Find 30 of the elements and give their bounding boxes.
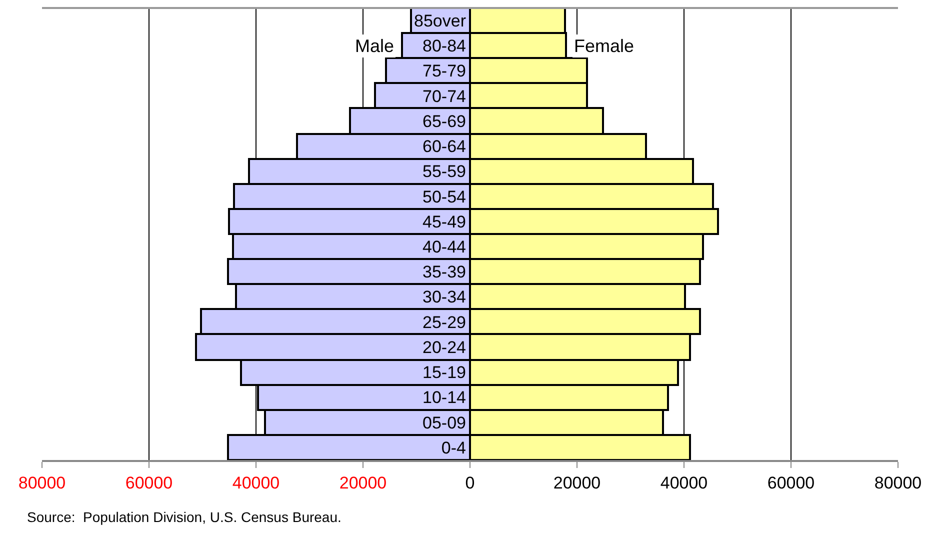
x-tick-label: 20000 xyxy=(553,473,601,492)
x-tick-label: 60000 xyxy=(767,473,815,492)
y-tick-label: 45-49 xyxy=(422,212,466,232)
x-tick-label: 20000 xyxy=(339,473,387,492)
x-tick-label: 0 xyxy=(465,473,475,492)
y-tick-label: 30-34 xyxy=(422,288,466,307)
y-tick-label: 75-79 xyxy=(422,62,466,81)
y-tick-label: 35-39 xyxy=(422,262,466,282)
x-tick-label: 40000 xyxy=(660,473,708,492)
series-label: Female xyxy=(574,36,634,56)
y-tick-label: 10-14 xyxy=(422,388,466,408)
y-tick-label: 25-29 xyxy=(422,312,466,332)
y-tick-label: 0-4 xyxy=(441,438,466,458)
y-tick-label: 20-24 xyxy=(422,338,466,357)
y-tick-label: 70-74 xyxy=(422,86,466,106)
x-tick-label: 80000 xyxy=(874,473,922,492)
source-note: Source: Population Division, U.S. Census Bureau. xyxy=(27,509,342,525)
y-tick-label: 15-19 xyxy=(422,363,466,382)
series-label: Male xyxy=(355,36,394,56)
x-tick-label: 40000 xyxy=(232,473,280,492)
y-tick-label: 50-54 xyxy=(422,187,466,206)
y-tick-label: 80-84 xyxy=(422,36,466,56)
y-tick-label: 85over xyxy=(414,12,466,31)
x-tick-label: 80000 xyxy=(18,473,66,492)
y-tick-label: 55-59 xyxy=(422,162,466,182)
y-tick-label: 65-69 xyxy=(422,112,466,131)
y-tick-label: 05-09 xyxy=(422,413,466,432)
x-tick-label: 60000 xyxy=(125,473,173,492)
y-tick-label: 40-44 xyxy=(422,238,466,257)
y-tick-label: 60-64 xyxy=(422,137,466,156)
